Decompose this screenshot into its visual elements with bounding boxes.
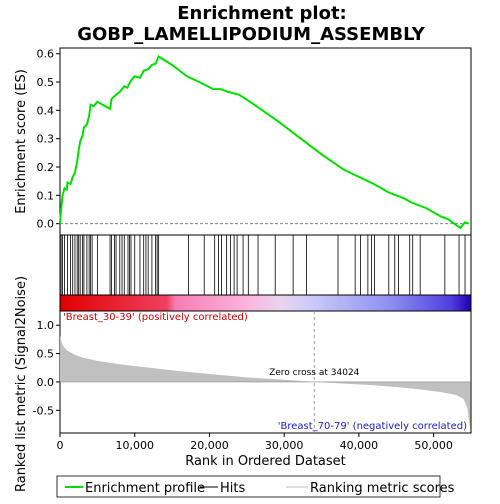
zero-cross-label: Zero cross at 34024 [269, 368, 360, 378]
x-tick-label: 50,000 [414, 439, 453, 452]
heatbar-rect [59, 294, 472, 312]
positive-correlation-label: 'Breast_30-39' (positively correlated) [63, 312, 248, 323]
x-axis-title: Rank in Ordered Dataset [185, 454, 346, 469]
chart-title-line2: GOBP_LAMELLIPODIUM_ASSEMBLY [77, 24, 426, 45]
legend-label: Enrichment profile [85, 481, 205, 496]
x-tick-label: 10,000 [115, 439, 154, 452]
es-y-tick-label: 0.5 [37, 76, 55, 89]
metric-y-axis-title: Ranked list metric (Signal2Noise) [14, 276, 29, 492]
es-plot-frame [59, 47, 472, 236]
x-tick-label: 40,000 [340, 439, 379, 452]
legend-box [56, 475, 441, 498]
legend-label: Hits [220, 481, 245, 496]
chart-title-line1: Enrichment plot: [177, 3, 347, 24]
enrichment-profile-line [59, 55, 470, 230]
metric-y-tick-label: -0.5 [33, 404, 54, 417]
metric-y-tick-label: 0.5 [37, 348, 55, 361]
metric-panel: Zero cross at 34024 'Breast_30-39' (posit… [14, 276, 472, 492]
x-tick-label: 30,000 [265, 439, 304, 452]
x-tick-label: 20,000 [190, 439, 229, 452]
legend-label: Ranking metric scores [310, 481, 455, 496]
es-y-tick-label: 0.6 [37, 48, 55, 61]
es-y-tick-label: 0.1 [37, 189, 55, 202]
es-y-tick-label: 0.4 [37, 104, 55, 117]
legend: Enrichment profile Hits Ranking metric sco… [56, 475, 455, 498]
negative-correlation-label: 'Breast_70-79' (negatively correlated) [278, 421, 467, 432]
es-y-tick-label: 0.2 [37, 161, 55, 174]
metric-y-tick-label: 1.0 [37, 319, 55, 332]
es-y-tick-label: 0.3 [37, 133, 55, 146]
metric-y-tick-label: 0.0 [37, 376, 55, 389]
es-y-tick-label: 0.0 [37, 218, 55, 231]
rank-heatbar [59, 294, 472, 312]
hits-frame [59, 234, 472, 296]
x-tick-label: 0 [57, 439, 64, 452]
hits-panel [59, 234, 472, 296]
es-panel: 0.0 0.1 0.2 0.3 0.4 0.5 0.6 Enrichment score (E… [14, 47, 472, 236]
ranking-metric-area [60, 335, 471, 431]
es-y-axis-title: Enrichment score (ES) [14, 69, 29, 214]
